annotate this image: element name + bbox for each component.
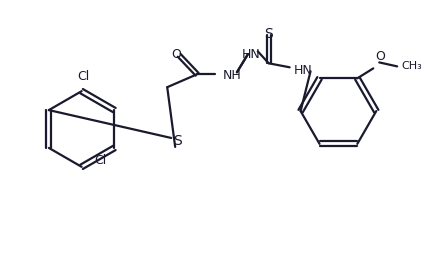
Text: S: S	[265, 27, 273, 41]
Text: O: O	[375, 51, 385, 63]
Text: HN: HN	[242, 48, 261, 61]
Text: O: O	[171, 48, 181, 61]
Text: Cl: Cl	[78, 70, 90, 83]
Text: CH₃: CH₃	[401, 61, 422, 71]
Text: HN: HN	[294, 64, 312, 77]
Text: NH: NH	[223, 69, 242, 82]
Text: Cl: Cl	[94, 154, 106, 167]
Text: S: S	[173, 134, 181, 148]
